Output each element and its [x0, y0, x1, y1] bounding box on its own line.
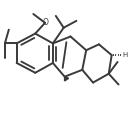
Text: H: H: [122, 52, 128, 58]
Text: O: O: [43, 18, 49, 27]
Polygon shape: [65, 77, 69, 81]
